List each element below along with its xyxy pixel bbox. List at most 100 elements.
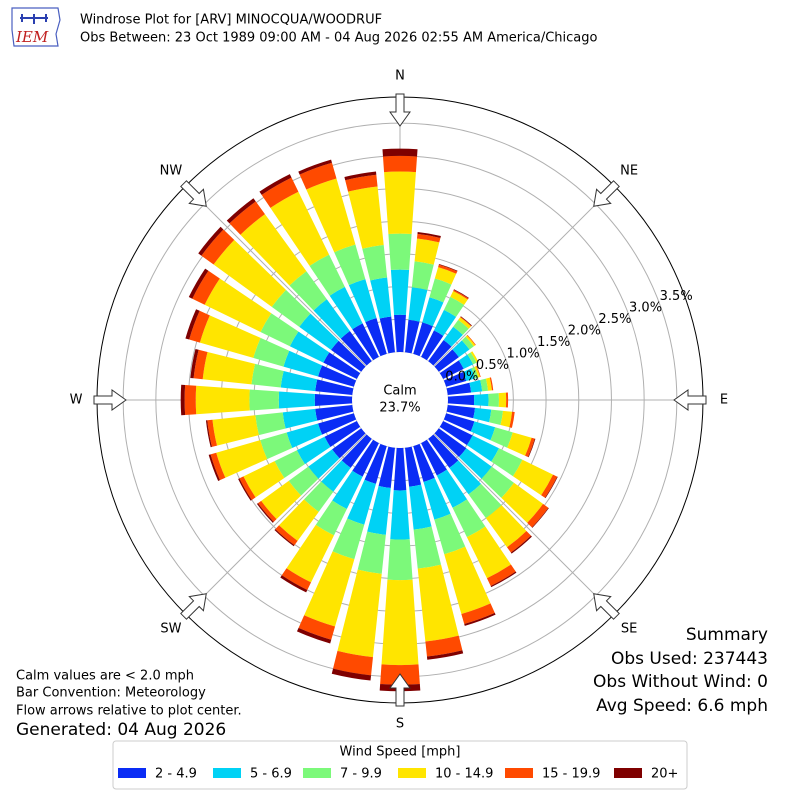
bar-segment	[309, 254, 345, 296]
bar-segment	[283, 350, 323, 377]
bar-segment	[195, 385, 250, 415]
bar-segment	[485, 377, 492, 391]
direction-label: SE	[621, 622, 637, 637]
direction-label: N	[395, 69, 405, 84]
legend-swatch	[614, 768, 642, 778]
bar-segment	[434, 349, 459, 372]
bar-segment	[466, 334, 476, 346]
bar-segment	[423, 477, 451, 520]
bar-segment	[347, 479, 376, 525]
bar-segment	[488, 393, 499, 407]
bar-segment	[452, 340, 470, 358]
bar-segment	[216, 440, 268, 478]
bar-segment	[485, 505, 527, 548]
bar-segment	[286, 423, 323, 448]
bar-segment	[481, 466, 514, 498]
bar-segment	[461, 336, 474, 350]
bar-segment	[512, 459, 554, 496]
bar-segment	[467, 352, 477, 365]
legend-box	[112, 740, 688, 790]
bar-segment	[348, 279, 377, 323]
bar-segment	[318, 413, 357, 435]
bar-segment	[282, 408, 318, 429]
bar-segment	[210, 452, 226, 481]
r-tick-label: 1.0%	[507, 346, 540, 361]
bar-segment	[192, 270, 220, 305]
bar-segment	[324, 421, 361, 447]
note: Flow arrows relative to plot center.	[16, 704, 242, 719]
bar-segment	[453, 289, 469, 299]
bar-segment	[289, 331, 330, 363]
legend-label: 20+	[651, 767, 678, 782]
bar-segment	[434, 513, 466, 555]
bar-segment	[274, 450, 305, 479]
logo-text: IEM	[15, 28, 49, 46]
bar-segment	[390, 490, 410, 540]
summary-line: Obs Without Wind: 0	[593, 672, 768, 692]
bar-segment	[251, 363, 284, 388]
bar-segment	[253, 337, 290, 367]
legend-label: 7 - 9.9	[340, 767, 382, 782]
grid-spoke	[185, 185, 401, 401]
bar-segment	[528, 438, 536, 458]
bar-segment	[460, 316, 472, 326]
bar-segment	[208, 454, 220, 481]
bar-segment	[469, 380, 483, 393]
legend-swatch	[213, 768, 241, 778]
bar-segment	[436, 469, 468, 508]
bar-segment	[462, 368, 476, 382]
legend-label: 10 - 14.9	[435, 767, 493, 782]
bar-segment	[447, 394, 475, 406]
bar-segment	[333, 650, 373, 676]
bar-segment	[443, 326, 463, 347]
bar-segment	[207, 419, 218, 447]
bar-segment	[390, 269, 410, 315]
flow-arrow	[180, 180, 207, 207]
note: Calm values are < 2.0 mph	[16, 669, 194, 684]
bar-segment	[426, 650, 464, 660]
bar-segment	[433, 309, 457, 336]
legend-title: Wind Speed [mph]	[340, 745, 461, 760]
bar-segment	[422, 297, 444, 327]
bar-segment	[498, 392, 507, 408]
bar-segment	[405, 319, 420, 354]
bar-segment	[527, 503, 549, 528]
bar-segment	[278, 391, 315, 409]
bar-segment	[288, 466, 319, 496]
bar-segment	[428, 340, 452, 366]
bar-segment	[299, 313, 339, 350]
bar-segment	[468, 483, 502, 519]
bar-segment	[413, 526, 442, 569]
bar-segment	[205, 420, 212, 448]
summary-line: Summary	[686, 625, 768, 645]
bar-segment	[379, 316, 395, 354]
bar-segment	[303, 481, 334, 512]
bar-segment	[189, 310, 210, 343]
bar-segment	[184, 384, 197, 416]
bar-segment	[490, 427, 513, 448]
bar-segment	[417, 564, 459, 642]
calm-area	[352, 352, 448, 448]
bar-segment	[185, 309, 200, 340]
flow-arrow	[673, 389, 707, 411]
bar-segment	[306, 178, 356, 253]
bar-segment	[204, 278, 272, 332]
bar-segment	[304, 551, 355, 627]
flow-arrow	[389, 93, 411, 127]
bar-segment	[275, 525, 298, 546]
bar-segment	[434, 428, 467, 457]
flow-arrow	[593, 593, 620, 620]
bar-segment	[296, 627, 332, 644]
bar-segment	[490, 571, 517, 588]
bar-segment	[261, 177, 299, 208]
bar-segment	[180, 384, 186, 416]
bar-segment	[510, 535, 532, 554]
bar-segment	[332, 428, 366, 459]
bar-segment	[446, 382, 472, 395]
bar-segment	[405, 446, 422, 487]
bar-segment	[509, 411, 515, 428]
bar-segment	[507, 432, 532, 456]
bar-segment	[321, 460, 351, 492]
bar-segment	[417, 231, 441, 238]
